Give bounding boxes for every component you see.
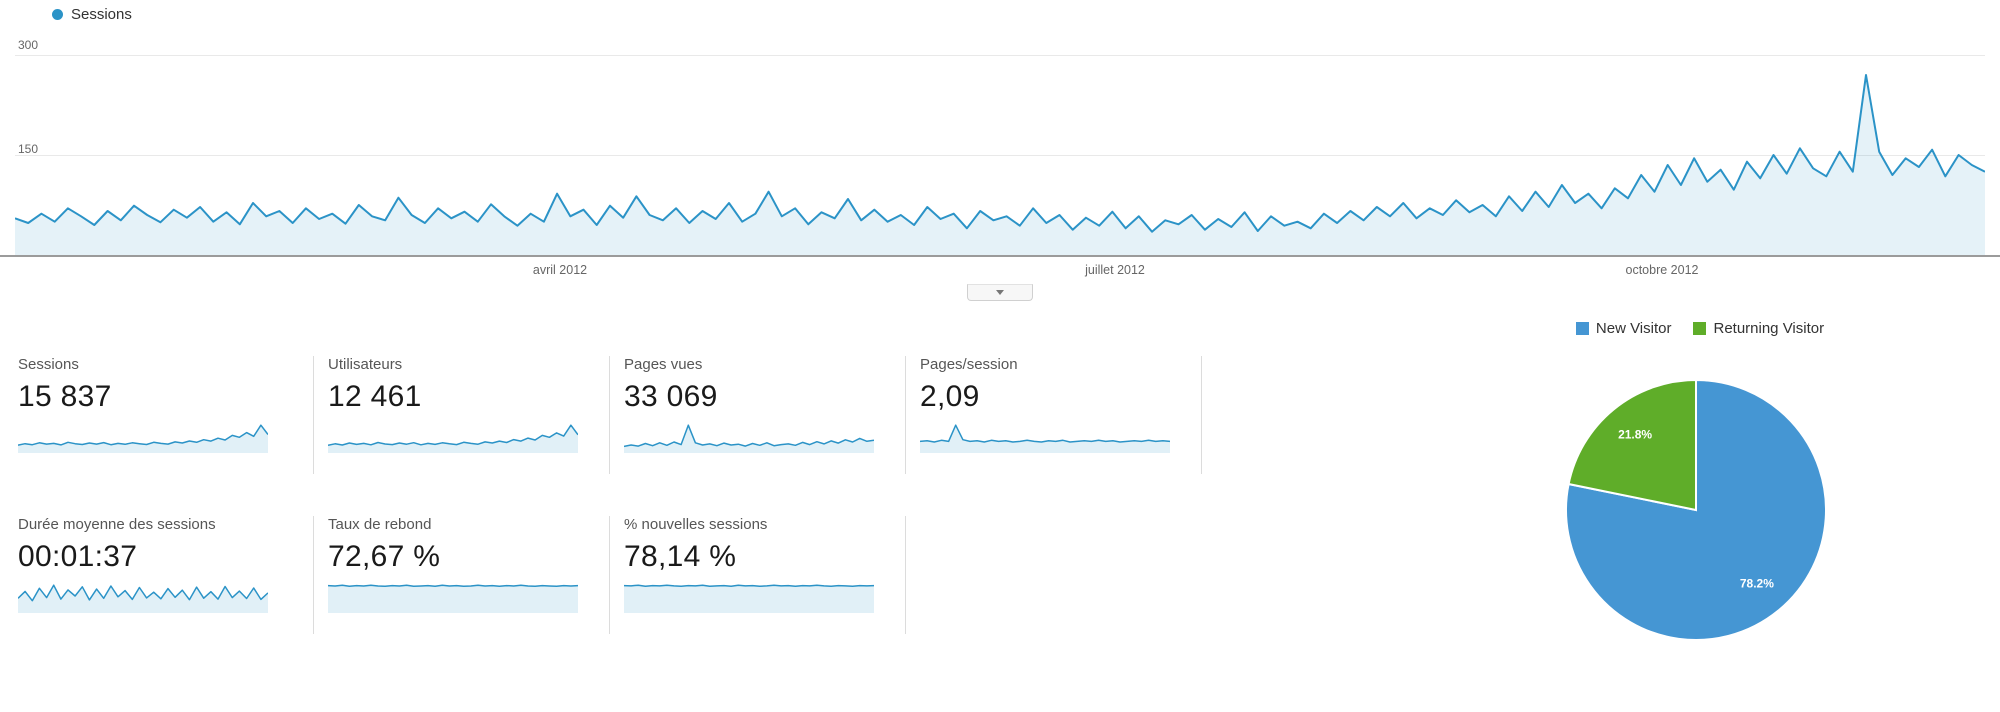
metric-sparkline <box>328 424 578 453</box>
svg-text:21.8%: 21.8% <box>1618 428 1652 442</box>
metric-value: 12 461 <box>328 380 422 413</box>
visitor-pie-chart-svg: 78.2% 21.8% <box>1565 378 1827 641</box>
legend-item-returning-visitor: Returning Visitor <box>1693 320 1824 337</box>
chevron-down-icon <box>996 290 1004 295</box>
metric-value: 2,09 <box>920 380 980 413</box>
metric-value: 33 069 <box>624 380 718 413</box>
metric-sparkline <box>328 584 578 613</box>
y-axis-tick-300: 300 <box>18 38 39 52</box>
timeline-expander-button[interactable] <box>967 284 1033 301</box>
metrics-row-1: Sessions 15 837 Utilisateurs 12 461 Page… <box>18 356 1202 474</box>
legend-item-new-visitor: New Visitor <box>1575 320 1672 337</box>
sessions-line-chart-svg <box>15 55 1985 255</box>
metric-sparkline <box>18 424 268 453</box>
legend-label: Returning Visitor <box>1713 320 1825 337</box>
legend-label: New Visitor <box>1595 320 1672 337</box>
metric-card-nouvelles-sessions: % nouvelles sessions 78,14 % <box>610 516 906 634</box>
metric-label: Pages/session <box>920 356 1018 373</box>
x-axis-tick-avril: avril 2012 <box>532 263 588 277</box>
metric-sparkline <box>18 584 268 613</box>
metric-value: 78,14 % <box>624 540 737 573</box>
y-axis-tick-150: 150 <box>18 142 39 156</box>
metric-card-taux-rebond: Taux de rebond 72,67 % <box>314 516 610 634</box>
metric-sparkline <box>624 584 874 613</box>
metric-card-pages-vues: Pages vues 33 069 <box>610 356 906 474</box>
metric-card-utilisateurs: Utilisateurs 12 461 <box>314 356 610 474</box>
metrics-panel: Sessions 15 837 Utilisateurs 12 461 Page… <box>18 356 1202 634</box>
metric-sparkline <box>920 424 1170 453</box>
metric-label: Taux de rebond <box>328 516 432 533</box>
metric-sparkline <box>624 424 874 453</box>
metric-label: Utilisateurs <box>328 356 403 373</box>
metric-value: 00:01:37 <box>18 540 138 573</box>
metric-card-pages-session: Pages/session 2,09 <box>906 356 1202 474</box>
metric-label: % nouvelles sessions <box>624 516 768 533</box>
returning-visitor-swatch-icon <box>1693 322 1707 335</box>
visitor-pie-legend: New Visitor Returning Visitor <box>1500 320 1900 337</box>
metric-label: Sessions <box>18 356 79 373</box>
x-axis-tick-juillet: juillet 2012 <box>1085 263 1145 277</box>
metric-card-duree-moyenne: Durée moyenne des sessions 00:01:37 <box>18 516 314 634</box>
metric-value: 15 837 <box>18 380 112 413</box>
x-axis-tick-octobre: octobre 2012 <box>1625 263 1699 277</box>
sessions-metric-legend: Sessions <box>52 6 132 23</box>
sessions-legend-dot-icon <box>52 9 63 20</box>
svg-text:78.2%: 78.2% <box>1740 577 1774 591</box>
metric-label: Durée moyenne des sessions <box>18 516 216 533</box>
sessions-legend-label: Sessions <box>71 6 132 23</box>
x-axis-line <box>0 255 2000 257</box>
metric-card-sessions: Sessions 15 837 <box>18 356 314 474</box>
metric-value: 72,67 % <box>328 540 441 573</box>
new-visitor-swatch-icon <box>1575 322 1589 335</box>
metric-label: Pages vues <box>624 356 703 373</box>
metrics-row-2: Durée moyenne des sessions 00:01:37 Taux… <box>18 516 1202 634</box>
